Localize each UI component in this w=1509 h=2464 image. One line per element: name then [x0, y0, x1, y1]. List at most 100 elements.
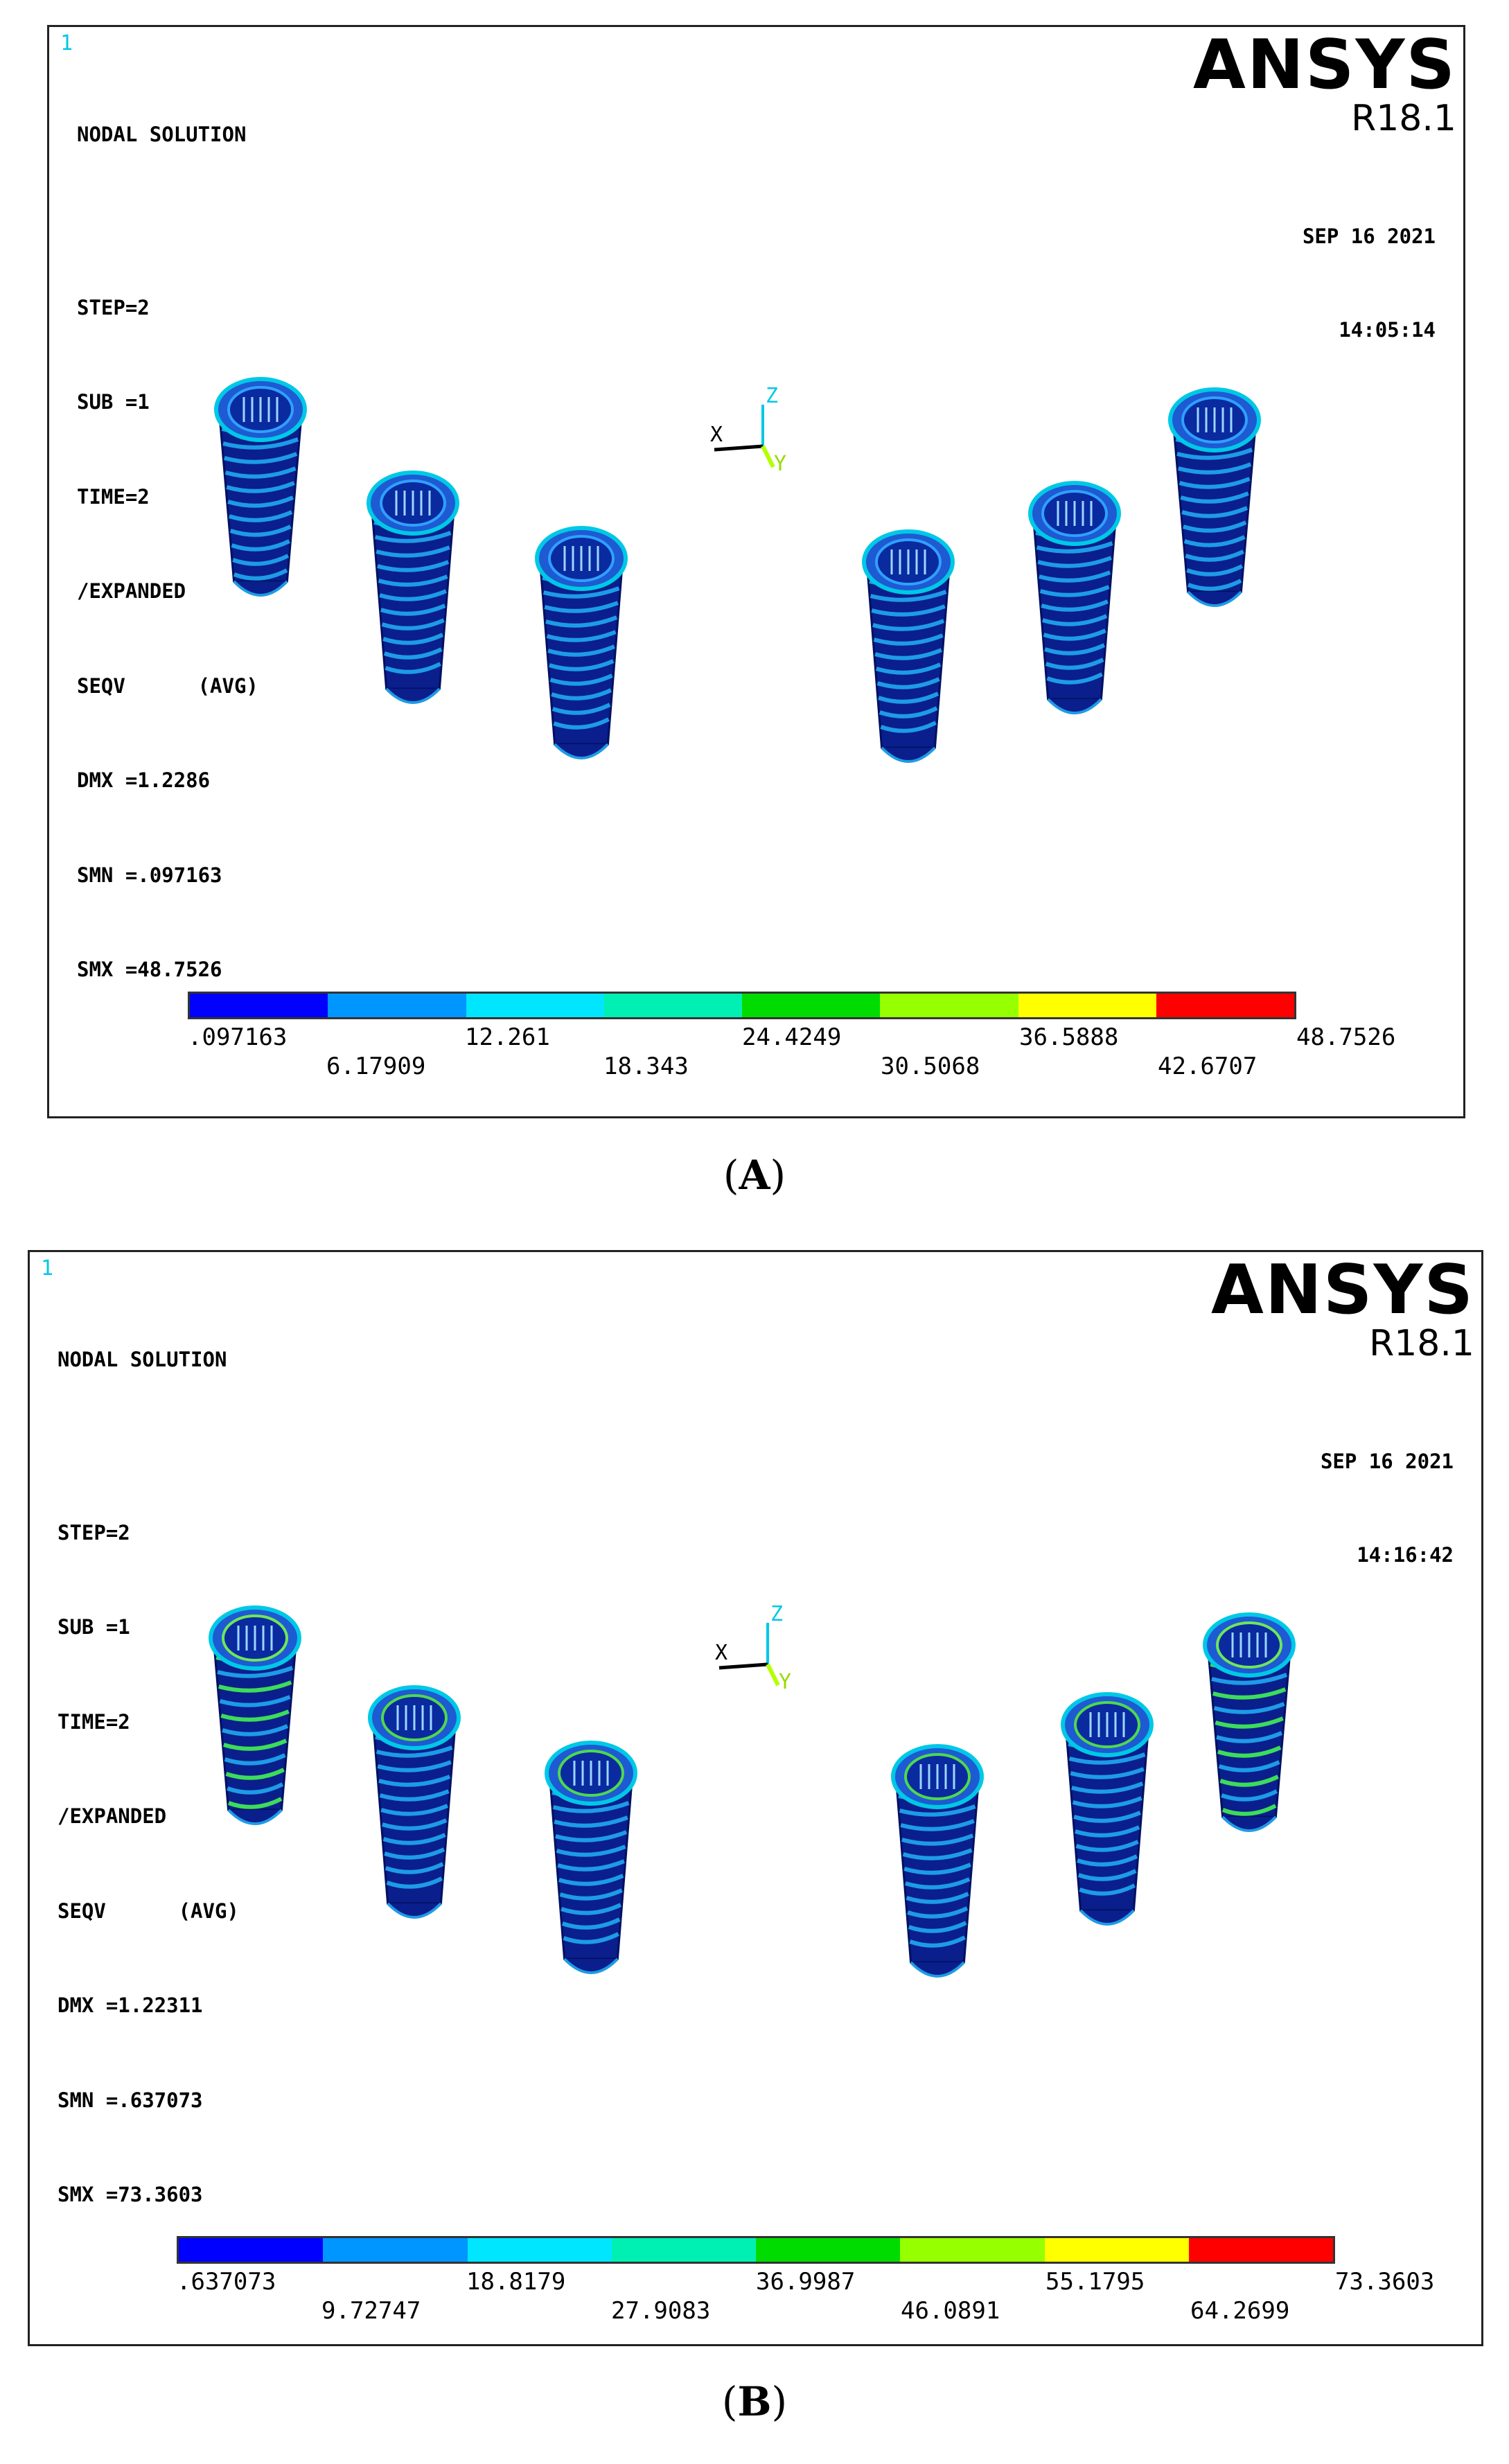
implant-thread	[227, 495, 294, 508]
implant-thread	[556, 1845, 626, 1857]
implant-apex	[1187, 590, 1242, 607]
implant-thread	[1216, 1731, 1283, 1743]
implant-2	[368, 1685, 461, 1919]
implant-thread	[876, 677, 940, 689]
implant-3	[545, 1741, 637, 1974]
legend-tick: 18.8179	[466, 2268, 566, 2296]
implant-thread	[1182, 520, 1247, 533]
panel-a: 1 NODAL SOLUTION STEP=2 SUB =1 TIME=2 /E…	[47, 25, 1465, 1118]
implant-thread	[382, 633, 444, 645]
implant-thread	[382, 1833, 446, 1845]
implant-thread	[385, 1862, 444, 1874]
date-label: SEP 16 2021	[1320, 1450, 1454, 1473]
logo-text: ANSYS	[1193, 26, 1456, 105]
implant-thread	[380, 604, 446, 616]
legend-tick: 73.3603	[1335, 2268, 1435, 2296]
implant-thread	[874, 648, 942, 660]
axis-z-label: Z	[770, 1605, 783, 1626]
implant-thread	[902, 1848, 973, 1860]
implant-thread	[1218, 1760, 1280, 1772]
legend-tick: 27.9083	[611, 2297, 711, 2325]
timestamp: SEP 16 2021 14:16:42	[1321, 1384, 1454, 1633]
implant-thread	[1073, 1811, 1141, 1823]
implant-thread	[378, 574, 448, 587]
implant-thread	[1176, 448, 1253, 460]
legend-tick: 18.343	[603, 1053, 689, 1080]
time-line: TIME=2	[58, 1709, 130, 1734]
implant-thread	[873, 633, 944, 646]
implant-thread	[1039, 585, 1110, 597]
implant-thread	[222, 1739, 288, 1751]
legend-tick: 36.9987	[756, 2268, 856, 2296]
implant-thread	[1046, 672, 1103, 685]
legend-bar	[188, 992, 1296, 1019]
implant-4	[862, 529, 955, 763]
implant-thread	[542, 586, 620, 599]
implant-thread	[899, 1804, 976, 1817]
legend-band	[467, 2238, 612, 2262]
legend-tick: 12.261	[465, 1023, 550, 1051]
axis-y-label: Y	[779, 1670, 791, 1694]
legend-band	[1188, 2238, 1333, 2262]
implant-4	[891, 1744, 984, 1978]
implant-thread	[1180, 491, 1249, 504]
window-number: 1	[60, 31, 73, 55]
implant-thread	[880, 721, 937, 733]
implant-thread	[222, 1724, 289, 1736]
legend-tick: .097163	[188, 1023, 288, 1051]
legend-band	[611, 2238, 756, 2262]
implant-model-view	[209, 1605, 1296, 1978]
implant-thread	[1075, 1840, 1139, 1852]
implant-thread	[549, 674, 613, 686]
implant-thread	[1072, 1796, 1142, 1809]
implant-thread	[872, 619, 945, 631]
implant-thread	[377, 560, 450, 572]
implant-thread	[226, 481, 295, 493]
implant-thread	[909, 1935, 966, 1948]
implant-3	[535, 526, 628, 759]
legend-band	[756, 2238, 901, 2262]
legend-tick: 24.4249	[742, 1023, 842, 1051]
implant-thread	[1213, 1702, 1285, 1714]
legend-band	[328, 994, 466, 1017]
implant-thread	[224, 466, 297, 479]
implant-thread	[1187, 579, 1242, 591]
axis-triad: Z X Y	[707, 387, 804, 498]
legend-tick: 48.7526	[1296, 1023, 1396, 1051]
solution-info: NODAL SOLUTION STEP=2 SUB =1 TIME=2 /EXP…	[58, 1281, 239, 2274]
implant-thread	[559, 1888, 623, 1901]
seqv-line: SEQV (AVG)	[58, 1899, 239, 1923]
implant-thread	[561, 1917, 621, 1930]
implant-thread	[1186, 564, 1244, 577]
step-line: STEP=2	[58, 1520, 130, 1545]
legend-band	[742, 994, 881, 1017]
implant-thread	[907, 1906, 969, 1919]
implant-thread	[223, 452, 298, 464]
legend-tick: 6.17909	[326, 1053, 426, 1080]
implant-thread	[232, 554, 290, 566]
implant-thread	[552, 1801, 630, 1813]
implant-thread	[1043, 628, 1106, 641]
legend-band	[179, 2238, 324, 2262]
implant-thread	[551, 703, 611, 715]
time-label: 14:05:14	[1339, 318, 1436, 342]
implant-thread	[879, 706, 938, 719]
implant-thread	[901, 1833, 974, 1846]
implant-thread	[558, 1874, 624, 1886]
implant-apex	[910, 1961, 965, 1978]
legend-band	[1044, 2238, 1189, 2262]
implant-thread	[380, 1804, 448, 1816]
implant-thread	[224, 1753, 286, 1766]
implant-apex	[233, 580, 288, 597]
axis-z-label: Z	[766, 387, 778, 408]
timestamp: SEP 16 2021 14:05:14	[1303, 159, 1436, 408]
implant-thread	[374, 531, 452, 543]
implant-thread	[220, 1709, 290, 1722]
implant-thread	[906, 1892, 969, 1904]
implant-thread	[379, 589, 447, 601]
implant-thread	[385, 662, 441, 674]
implant-thread	[1071, 1781, 1144, 1794]
implant-thread	[1221, 1789, 1278, 1802]
implant-thread	[908, 1921, 967, 1933]
expanded-line: /EXPANDED	[58, 1804, 167, 1828]
